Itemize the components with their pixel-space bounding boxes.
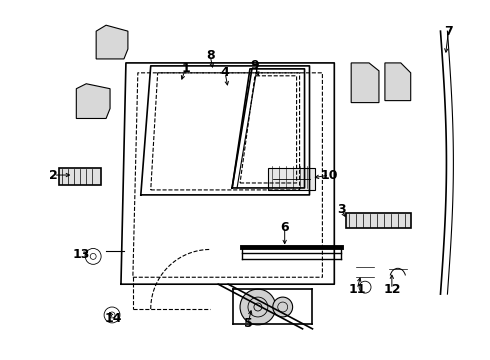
Text: 8: 8 [206, 49, 215, 63]
Text: 13: 13 [73, 248, 90, 261]
Text: 11: 11 [348, 283, 366, 296]
Polygon shape [96, 25, 128, 59]
Text: 6: 6 [280, 221, 289, 234]
Bar [59, 168, 101, 185]
Text: 14: 14 [104, 312, 122, 325]
Bar [268, 168, 316, 190]
Text: 7: 7 [444, 24, 453, 38]
Polygon shape [385, 63, 411, 100]
Text: 12: 12 [383, 283, 401, 296]
Text: 5: 5 [244, 318, 252, 330]
Circle shape [273, 297, 293, 317]
Circle shape [240, 289, 276, 325]
Polygon shape [351, 63, 379, 103]
Text: 10: 10 [320, 168, 338, 181]
Text: 9: 9 [250, 59, 259, 72]
Text: 4: 4 [221, 66, 229, 79]
Bar [346, 213, 411, 228]
Text: 3: 3 [337, 203, 345, 216]
Text: 2: 2 [49, 168, 58, 181]
Text: 1: 1 [181, 62, 190, 75]
Polygon shape [76, 84, 110, 118]
